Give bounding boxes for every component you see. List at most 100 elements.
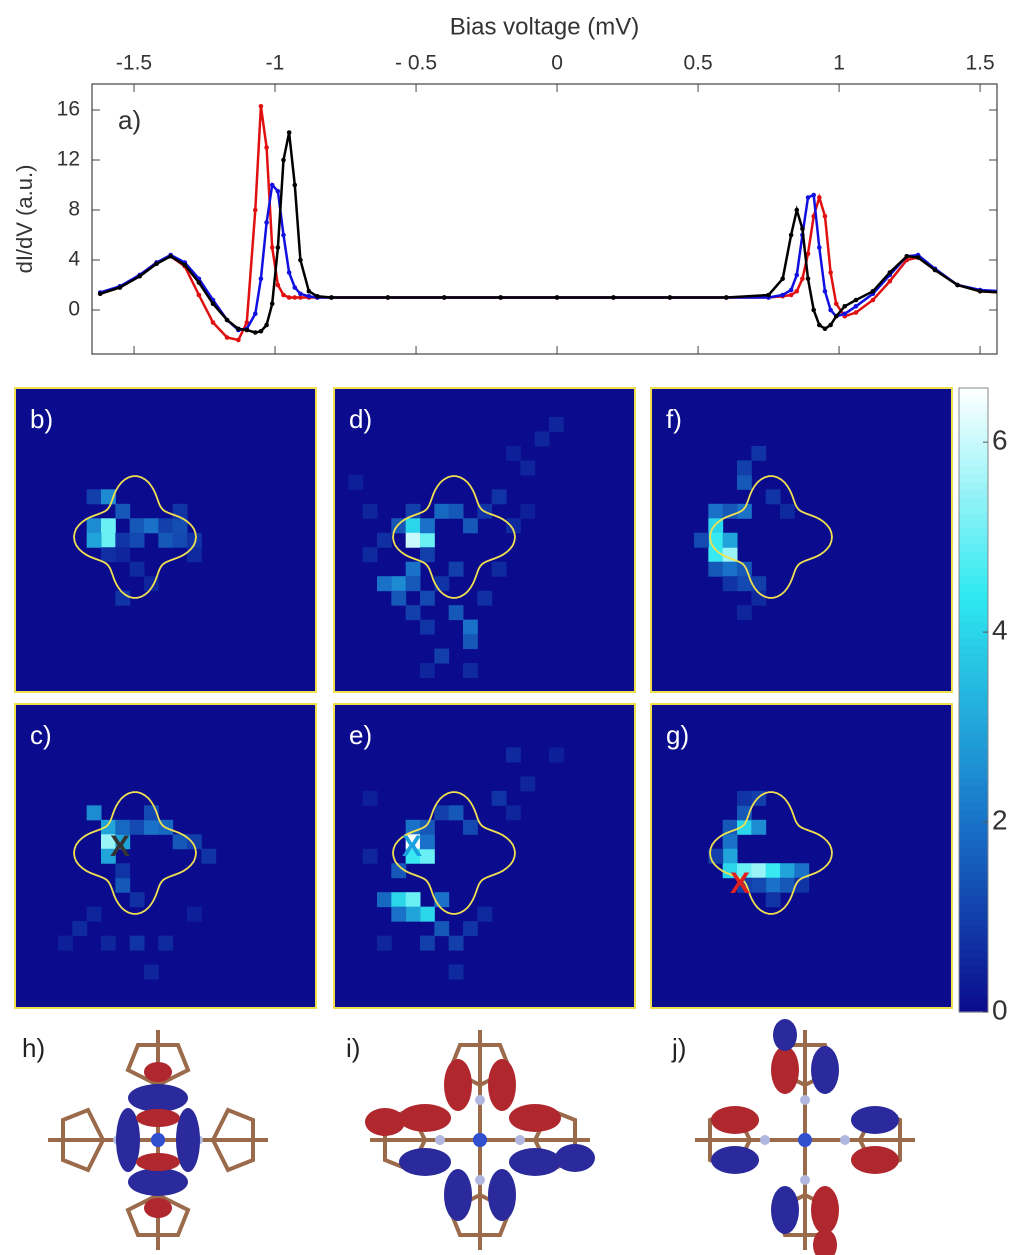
data-point <box>275 282 281 288</box>
colorbar-segment <box>959 692 988 701</box>
molecule-outline <box>709 475 833 599</box>
colorbar-segment <box>959 575 988 584</box>
colorbar-segment <box>959 957 988 966</box>
heatmap-cell <box>405 532 421 548</box>
data-point <box>805 251 811 257</box>
heatmap-cell <box>506 747 521 763</box>
heatmap-cell <box>780 863 795 879</box>
colorbar-tick-label: 0 <box>992 994 1008 1025</box>
data-point <box>611 295 616 300</box>
data-point <box>794 207 800 213</box>
colorbar-segment <box>959 856 988 865</box>
data-point <box>833 313 839 319</box>
colorbar-segment <box>959 700 988 709</box>
data-point <box>955 282 960 288</box>
heatmap-cell <box>708 503 724 519</box>
heatmap-cell <box>187 547 202 563</box>
colorbar-segment <box>959 598 988 607</box>
data-point <box>292 295 298 300</box>
heatmap-cell <box>405 561 421 577</box>
heatmap-cell <box>463 619 478 635</box>
colorbar-segment <box>959 388 988 397</box>
y-tick-label: 4 <box>68 248 80 271</box>
colorbar-segment <box>959 902 988 912</box>
colorbar-segment <box>959 458 988 467</box>
colorbar-segment <box>959 715 988 724</box>
heatmap-cell <box>115 877 131 893</box>
molecule-h <box>46 1028 270 1252</box>
colorbar-segment <box>959 871 988 880</box>
colorbar-segment <box>959 489 988 498</box>
heatmap-cell <box>115 819 131 835</box>
colorbar-segment <box>959 544 988 553</box>
molecule-outline <box>73 475 197 599</box>
data-point <box>780 292 785 298</box>
colorbar-segment <box>959 910 988 919</box>
heatmap-cell <box>794 863 810 879</box>
heatmap-cell <box>101 819 116 835</box>
data-point <box>723 295 729 300</box>
heatmap-cell <box>434 892 450 908</box>
heatmap-cell <box>737 503 752 519</box>
colorbar-segment <box>959 497 988 506</box>
data-point <box>904 253 910 259</box>
panel-label: c) <box>30 720 52 750</box>
molecule-outline <box>392 475 516 599</box>
panel-label: h) <box>22 1033 45 1063</box>
x-axis-title: Bias voltage (mV) <box>450 13 639 40</box>
data-point <box>828 270 833 275</box>
data-point <box>117 285 123 290</box>
data-point <box>269 182 275 188</box>
x-tick-label: 1 <box>833 52 845 75</box>
colorbar-segment <box>959 450 988 459</box>
heatmap-cell <box>72 921 88 937</box>
colorbar-segment <box>959 622 988 631</box>
heatmap-background <box>15 704 316 1008</box>
heatmap-cell <box>477 590 493 606</box>
data-point <box>932 267 938 273</box>
data-point <box>498 295 503 300</box>
molecule-i <box>365 1028 595 1252</box>
colorbar-segment <box>959 427 988 436</box>
x-tick-label: 1.5 <box>965 52 994 75</box>
heatmap-cell <box>751 819 767 835</box>
heatmap-cell <box>751 576 767 592</box>
panel-border <box>333 387 636 693</box>
heatmap-cell <box>765 863 781 879</box>
colorbar-segment <box>959 723 988 732</box>
colorbar-segment <box>959 934 988 943</box>
data-point <box>252 207 258 213</box>
colorbar-segment <box>959 996 988 1005</box>
x-tick-label: -1.5 <box>116 52 152 75</box>
heatmap-background <box>334 704 635 1008</box>
data-point <box>833 301 839 307</box>
data-point <box>210 301 216 307</box>
x-tick-label: 0.5 <box>683 52 712 75</box>
colorbar-segment <box>959 879 988 888</box>
heatmap-cell <box>765 892 781 908</box>
heatmap-cell <box>101 532 116 548</box>
heatmap-cell <box>362 547 378 563</box>
heatmap-cell <box>448 805 464 821</box>
data-point <box>805 195 811 200</box>
data-point <box>1000 290 1005 295</box>
colorbar-segment <box>959 442 988 451</box>
x-tick-label: 0 <box>551 52 563 75</box>
data-point <box>286 270 292 275</box>
heatmap-cell <box>420 619 435 635</box>
colorbar-segment <box>959 965 988 974</box>
data-point <box>667 295 673 300</box>
data-point <box>244 320 250 325</box>
heatmap-cell <box>448 935 464 951</box>
heatmap-cell <box>737 460 752 476</box>
data-point <box>800 226 805 232</box>
data-point <box>811 307 816 313</box>
data-point <box>210 320 216 325</box>
colorbar-segment <box>959 653 988 662</box>
data-point <box>853 310 859 315</box>
heatmap-cell <box>115 863 131 879</box>
heatmap-cell <box>391 863 407 879</box>
heatmap-cell <box>172 834 188 850</box>
data-point <box>853 303 859 309</box>
